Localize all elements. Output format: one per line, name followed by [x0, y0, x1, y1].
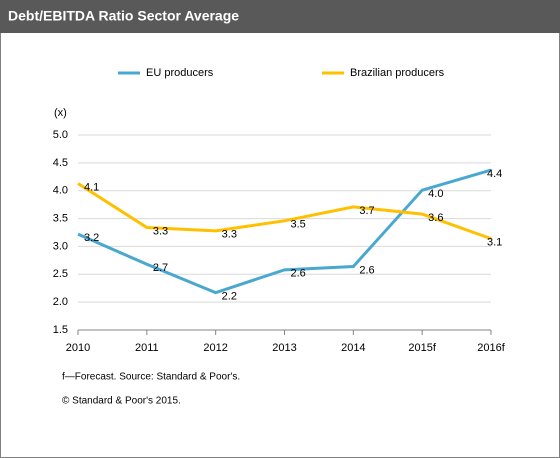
x-tick-label: 2014 — [341, 342, 365, 354]
footnote: f—Forecast. Source: Standard & Poor's. — [62, 372, 240, 383]
series-line — [77, 182, 492, 241]
legend-label: EU producers — [146, 67, 214, 79]
y-tick-label: 2.0 — [53, 296, 68, 308]
data-label: 3.5 — [291, 219, 306, 231]
x-tick-label: 2013 — [272, 342, 296, 354]
y-tick-label: 3.0 — [53, 240, 68, 252]
data-label: 3.3 — [222, 229, 237, 241]
chart-title: Debt/EBITDA Ratio Sector Average — [8, 8, 239, 24]
x-tick-label: 2010 — [66, 342, 90, 354]
y-tick-label: 4.5 — [53, 157, 68, 169]
data-label: 2.7 — [153, 262, 168, 274]
data-label: 2.6 — [359, 264, 374, 276]
series-line — [77, 168, 492, 295]
y-tick-label: 4.0 — [53, 185, 68, 197]
x-tick-label: 2015f — [408, 342, 436, 354]
data-label: 3.1 — [487, 237, 502, 249]
data-label: 3.2 — [84, 232, 99, 244]
data-label: 4.1 — [84, 181, 99, 193]
legend-label: Brazilian producers — [350, 67, 445, 79]
data-label: 3.7 — [359, 205, 374, 217]
copyright: © Standard & Poor's 2015. — [62, 396, 181, 407]
data-label: 2.6 — [291, 268, 306, 280]
data-label: 3.6 — [428, 212, 443, 224]
y-tick-label: 3.5 — [53, 212, 68, 224]
x-tick-label: 2011 — [135, 342, 159, 354]
title-bar — [0, 0, 560, 33]
data-label: 4.4 — [487, 168, 502, 180]
y-tick-label: 5.0 — [53, 129, 68, 141]
x-tick-label: 2016f — [477, 342, 505, 354]
data-label: 3.3 — [153, 225, 168, 237]
y-unit-label: (x) — [54, 107, 67, 119]
y-tick-label: 1.5 — [53, 324, 68, 336]
x-tick-label: 2012 — [203, 342, 227, 354]
data-label: 2.2 — [222, 291, 237, 303]
y-tick-label: 2.5 — [53, 268, 68, 280]
data-label: 4.0 — [428, 188, 443, 200]
